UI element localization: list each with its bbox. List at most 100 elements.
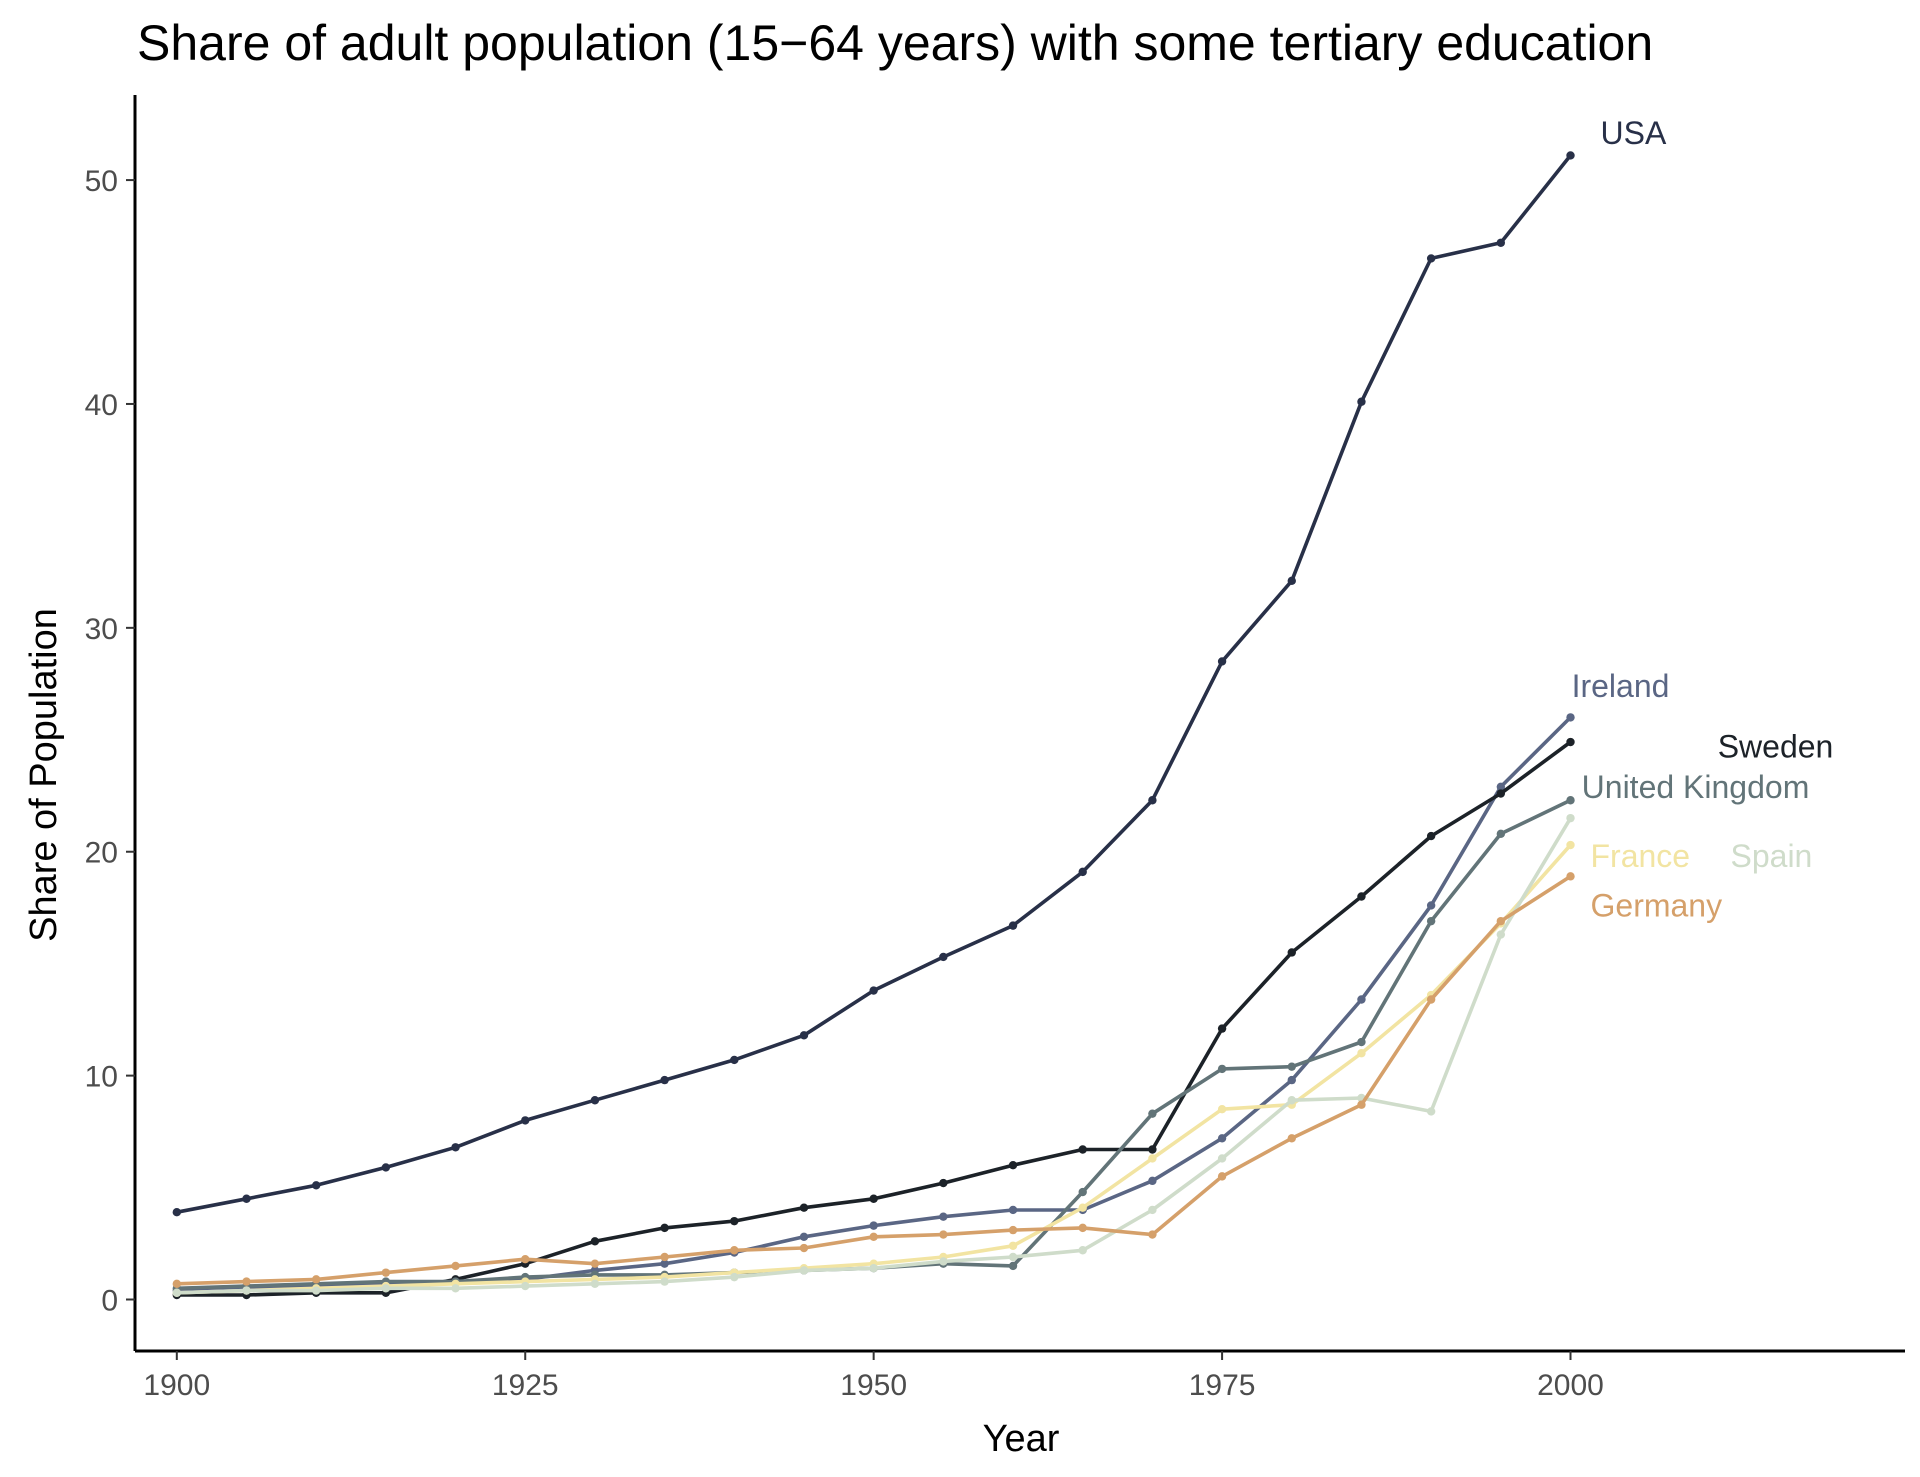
y-tick-label: 40 [85,389,118,422]
data-point [451,1143,460,1152]
data-point [730,1055,739,1065]
data-point [521,1281,530,1291]
data-point [1078,1223,1087,1233]
chart-title: Share of adult population (15−64 years) … [137,15,1654,71]
data-point [1148,796,1157,805]
data-point [172,1288,182,1297]
data-point [1566,151,1575,160]
y-tick-label: 50 [85,165,118,198]
series-line-sweden [175,740,1573,1297]
data-point [1496,238,1506,247]
series-label-sweden: Sweden [1718,729,1834,765]
data-point [1426,995,1436,1004]
data-point [1148,1230,1157,1239]
data-point [660,1259,669,1268]
data-point [1008,1252,1018,1262]
data-point [242,1277,251,1286]
series-usa [172,151,1575,1217]
data-point [1287,576,1296,586]
series-label-spain: Spain [1731,838,1813,874]
data-point [660,1223,669,1233]
data-point [1357,397,1366,406]
series-germany [172,872,1575,1289]
data-point [1496,916,1506,926]
data-point [1217,1105,1227,1114]
data-point [521,1255,530,1264]
series-label-france: France [1591,838,1691,874]
data-point [1078,1203,1087,1212]
x-tick-label: 1925 [492,1369,559,1402]
data-point [1148,1145,1157,1154]
data-point [1008,1261,1018,1271]
data-point [1426,901,1436,910]
series-united-kingdom [172,796,1575,1293]
data-point [1496,782,1506,792]
data-point [311,1181,321,1190]
data-point [590,1259,600,1268]
data-point [1217,1172,1227,1181]
data-point [1287,1062,1296,1071]
data-point [1287,1134,1296,1143]
series-label-united-kingdom: United Kingdom [1582,769,1810,805]
data-point [1566,840,1575,850]
data-point [730,1272,739,1282]
data-point [311,1275,321,1284]
data-point [451,1284,460,1293]
series-sweden [172,737,1575,1300]
data-point [939,1212,948,1221]
y-axis-title: Share of Population [23,608,65,942]
data-point [1357,1037,1366,1047]
data-point [1566,713,1575,722]
data-point [381,1163,391,1172]
data-point [1496,930,1506,939]
series-label-ireland: Ireland [1572,668,1670,704]
data-point [1496,789,1506,798]
y-tick-label: 10 [85,1061,118,1094]
series-spain [172,813,1575,1297]
data-point [521,1116,530,1125]
data-point [799,1266,809,1275]
series-ireland [172,713,1575,1295]
data-point [799,1243,809,1253]
data-point [1426,1107,1436,1116]
axes: 0 10 20 30 40 50 1900 1925 1950 1975 2000 [85,95,1905,1402]
data-point [172,1207,182,1217]
data-point [1148,1154,1157,1163]
series-labels: USA Ireland Sweden United Kingdom France Spai… [1572,115,1834,923]
data-point [451,1261,460,1271]
y-tick-label: 30 [85,613,118,646]
data-point [799,1031,809,1040]
data-point [381,1268,391,1277]
data-point [1217,1154,1227,1163]
data-point [1008,1225,1018,1235]
x-tick-label: 1975 [1189,1369,1256,1402]
data-point [869,1232,878,1242]
data-point [799,1203,809,1212]
data-point [1287,1075,1296,1085]
data-point [1357,1100,1366,1109]
data-point [1566,737,1575,747]
series-label-usa: USA [1601,115,1667,151]
y-tick-label: 20 [85,837,118,870]
data-point [1217,1024,1227,1033]
data-point [381,1284,391,1293]
data-point [1148,1205,1157,1215]
data-point [660,1252,669,1262]
data-point [172,1279,182,1289]
data-point [1217,1134,1227,1143]
data-point [1217,1064,1227,1074]
data-point [1008,1160,1018,1170]
data-point [1078,1187,1087,1197]
data-point [242,1286,251,1295]
data-point [939,1230,948,1239]
data-point [1078,1246,1087,1255]
data-point [1496,829,1506,839]
data-point [1078,1145,1087,1154]
data-point [730,1216,739,1226]
data-point [869,1263,878,1273]
data-point [590,1096,600,1105]
data-point [1078,867,1087,877]
series-label-germany: Germany [1591,887,1723,923]
data-point [1426,916,1436,926]
data-point [1287,948,1296,957]
